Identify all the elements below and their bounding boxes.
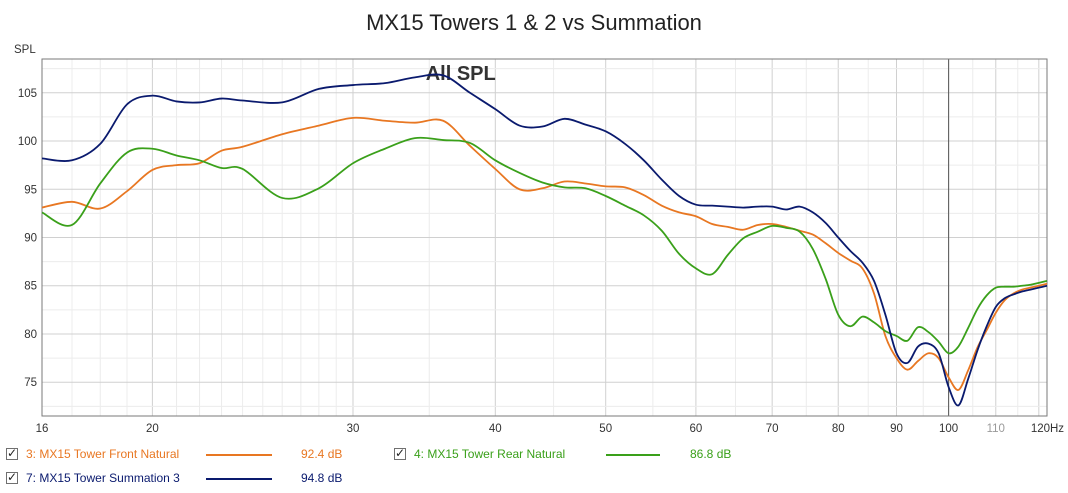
legend-checkbox-front[interactable] (6, 446, 18, 460)
legend: 3: MX15 Tower Front Natural 92.4 dB 4: M… (0, 440, 1068, 493)
x-axis-ticks: 16 20 30 40 50 60 70 80 90 100 110 120Hz (36, 423, 1065, 435)
plot-area (41, 58, 1048, 417)
legend-label-rear: 4: MX15 Tower Rear Natural (414, 447, 566, 461)
x-tick-label: 40 (489, 423, 502, 435)
y-tick-label: 80 (24, 329, 37, 341)
y-axis-ticks: 75 80 85 90 95 100 105 (18, 88, 37, 389)
x-tick-label: 60 (690, 423, 703, 435)
grid (41, 59, 1047, 416)
y-axis-label: SPL (14, 44, 36, 56)
y-tick-label: 85 (24, 281, 37, 293)
x-tick-label: 16 (36, 423, 49, 435)
x-tick-label: 20 (146, 423, 159, 435)
x-tick-label: 120Hz (1031, 423, 1064, 435)
series-rear-natural (41, 136, 1048, 355)
plot-label: All SPL (426, 63, 496, 85)
legend-value-front: 92.4 dB (301, 447, 343, 461)
legend-label-front: 3: MX15 Tower Front Natural (26, 447, 180, 461)
x-tick-label: 90 (890, 423, 903, 435)
y-tick-label: 90 (24, 233, 37, 245)
x-tick-label: 70 (766, 423, 779, 435)
x-tick-label: 30 (347, 423, 360, 435)
legend-checkbox-rear[interactable] (394, 446, 406, 460)
legend-swatch-front (206, 454, 272, 456)
chart-title: MX15 Towers 1 & 2 vs Summation (366, 10, 702, 35)
y-tick-label: 105 (18, 88, 37, 100)
legend-label-summation: 7: MX15 Tower Summation 3 (26, 471, 180, 485)
legend-item-summation[interactable]: 7: MX15 Tower Summation 3 94.8 dB (6, 470, 376, 490)
legend-swatch-rear (606, 454, 660, 456)
x-tick-label: 50 (599, 423, 612, 435)
y-tick-label: 100 (18, 136, 37, 148)
y-tick-label: 75 (24, 377, 37, 389)
x-tick-label: 100 (939, 423, 958, 435)
legend-item-rear[interactable]: 4: MX15 Tower Rear Natural 86.8 dB (394, 446, 764, 466)
legend-swatch-summation (206, 478, 272, 480)
legend-value-rear: 86.8 dB (690, 447, 732, 461)
legend-item-front[interactable]: 3: MX15 Tower Front Natural 92.4 dB (6, 446, 376, 466)
series-front-natural (41, 116, 1048, 391)
y-tick-label: 95 (24, 184, 37, 196)
series-lines (41, 73, 1048, 407)
x-tick-label: 80 (832, 423, 845, 435)
legend-checkbox-summation[interactable] (6, 470, 18, 484)
x-tick-label: 110 (987, 423, 1005, 435)
legend-value-summation: 94.8 dB (301, 471, 343, 485)
chart: MX15 Towers 1 & 2 vs Summation SPL All S… (14, 10, 1065, 435)
series-summation (41, 73, 1048, 407)
